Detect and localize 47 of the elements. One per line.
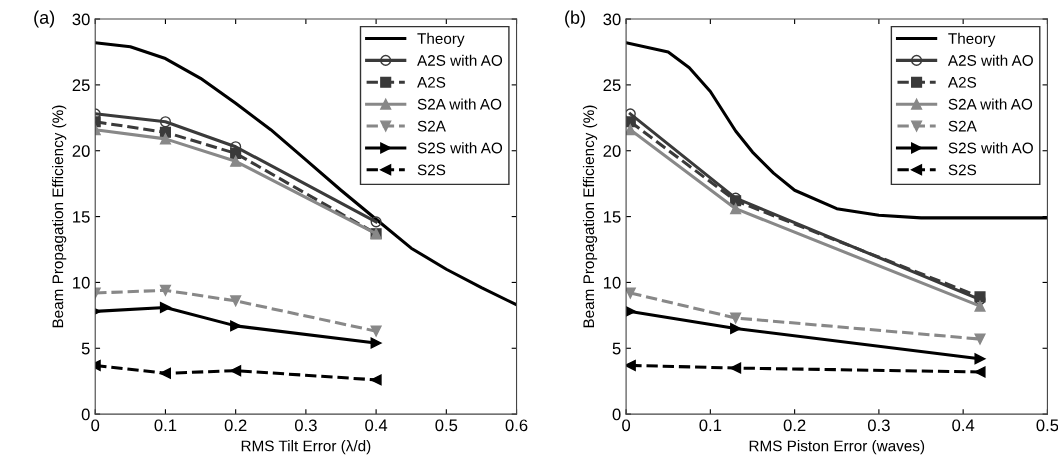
x-tick-label: 0.2 xyxy=(224,419,247,432)
legend-label: S2S with AO xyxy=(417,142,503,154)
y-axis-title: Beam Propagation Efficiency (%) xyxy=(52,105,67,328)
legend-label: S2A xyxy=(417,120,446,132)
y-tick-label: 10 xyxy=(603,276,621,289)
legend-label: S2A with AO xyxy=(417,98,502,110)
legend-label: A2S xyxy=(417,76,446,88)
legend-label: S2S xyxy=(948,164,977,176)
y-tick-label: 20 xyxy=(603,145,621,157)
legend-label: S2A xyxy=(948,120,977,132)
x-tick-label: 0.5 xyxy=(1036,419,1058,432)
x-tick-label: 0 xyxy=(622,419,631,432)
y-axis-title: Beam Propagation Efficiency (%) xyxy=(582,105,598,328)
y-tick-label: 25 xyxy=(72,79,90,92)
legend-label: Theory xyxy=(948,32,996,48)
x-tick-label: 0.2 xyxy=(783,419,806,432)
x-tick-label: 0.3 xyxy=(294,419,317,432)
x-axis-title: RMS Tilt Error (λ/d) xyxy=(241,440,371,455)
legend-label: S2A with AO xyxy=(948,98,1033,110)
y-tick-label: 30 xyxy=(72,13,90,26)
chart-title: (a) xyxy=(34,10,55,28)
x-tick-label: 0.6 xyxy=(505,419,528,432)
y-tick-label: 5 xyxy=(612,342,621,355)
y-tick-label: 30 xyxy=(603,13,621,26)
x-tick-label: 0.5 xyxy=(435,419,458,432)
y-tick-label: 5 xyxy=(81,342,90,355)
legend-label: S2S xyxy=(417,164,446,176)
x-tick-label: 0 xyxy=(91,419,100,432)
y-tick-label: 25 xyxy=(603,79,621,92)
legend-label: A2S with AO xyxy=(947,54,1033,66)
y-tick-label: 15 xyxy=(73,211,90,223)
legend-label: A2S xyxy=(947,76,977,88)
x-tick-label: 0.4 xyxy=(365,419,388,432)
y-tick-label: 15 xyxy=(603,211,621,223)
x-tick-label: 0.1 xyxy=(699,419,722,432)
legend-label: A2S with AO xyxy=(417,54,503,66)
y-tick-label: 0 xyxy=(81,408,90,421)
y-tick-label: 10 xyxy=(73,276,90,289)
x-tick-label: 0.3 xyxy=(867,419,890,432)
y-tick-label: 0 xyxy=(612,408,621,421)
y-tick-label: 20 xyxy=(72,145,90,157)
x-axis-title: RMS Piston Error (waves) xyxy=(749,440,925,455)
legend-label: Theory xyxy=(417,32,465,48)
legend-label: S2S with AO xyxy=(948,142,1033,154)
x-tick-label: 0.4 xyxy=(952,419,975,432)
x-tick-label: 0.1 xyxy=(154,419,177,432)
chart-title: (b) xyxy=(565,10,585,28)
